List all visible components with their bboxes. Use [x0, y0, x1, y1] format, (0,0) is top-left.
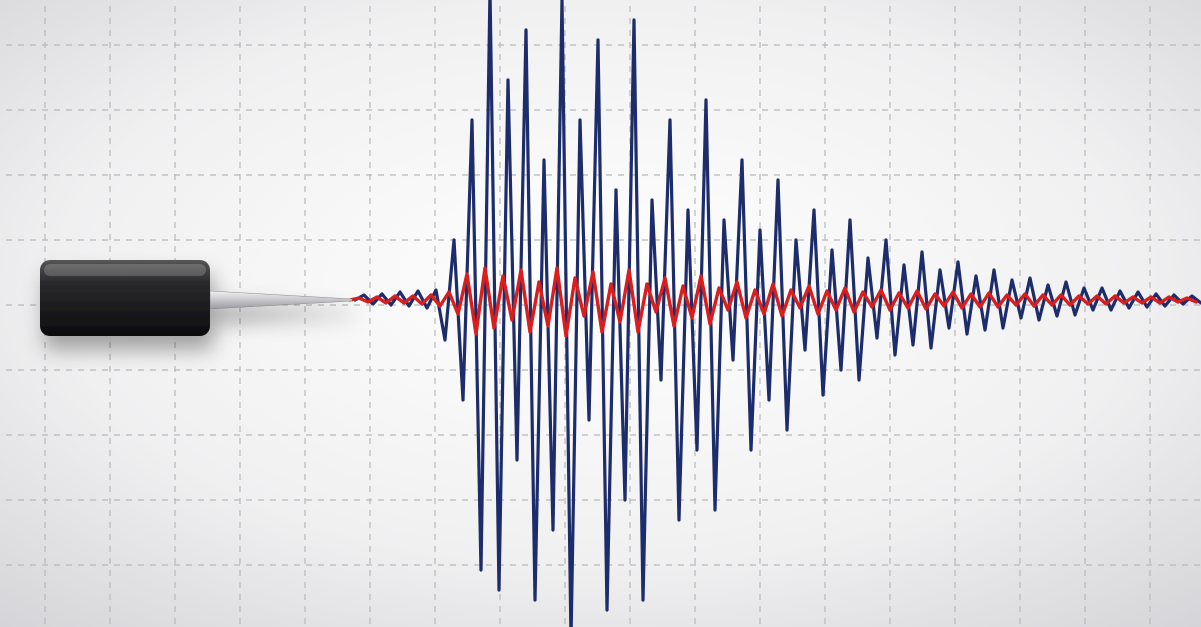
- seismograph-svg: [0, 0, 1201, 627]
- seismograph-chart: [0, 0, 1201, 627]
- stylus-highlight: [44, 264, 206, 276]
